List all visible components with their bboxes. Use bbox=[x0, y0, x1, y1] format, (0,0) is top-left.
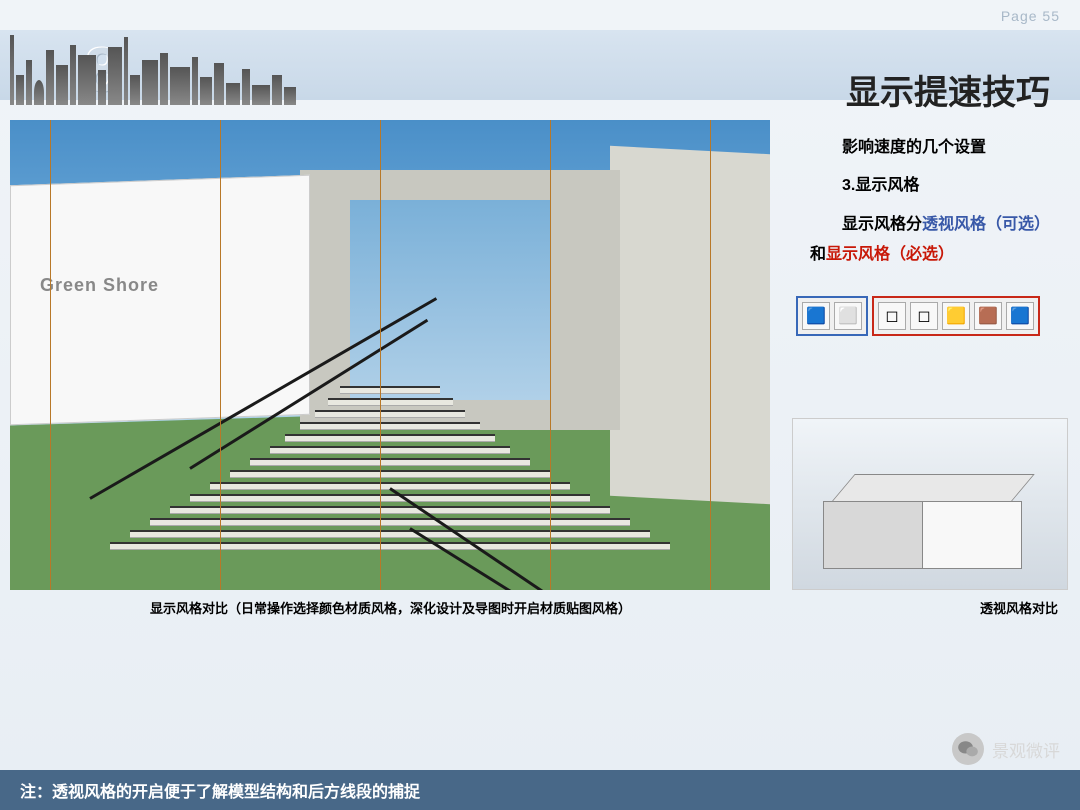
page-number: Page 55 bbox=[1001, 8, 1060, 24]
style-toolbar: 🟦 ⬜ ◻ ◻ 🟨 🟫 🟦 bbox=[796, 296, 1040, 336]
page-title: 显示提速技巧 bbox=[846, 65, 1050, 114]
perspective-compare-image bbox=[792, 418, 1068, 590]
toolbar-group-display: ◻ ◻ 🟨 🟫 🟦 bbox=[872, 296, 1040, 336]
guide-line bbox=[710, 120, 711, 590]
desc-line-3: 显示风格分透视风格（可选） 和显示风格（必选） bbox=[810, 210, 1070, 271]
footer-note: 注：透视风格的开启便于了解模型结构和后方线段的捕捉 bbox=[0, 770, 1080, 810]
buildings-silhouette bbox=[10, 30, 390, 105]
second-image-caption: 透视风格对比 bbox=[980, 598, 1058, 617]
style-btn-shaded[interactable]: ◻ bbox=[910, 302, 938, 330]
desc-line-1: 影响速度的几个设置 bbox=[810, 133, 1070, 163]
guide-line bbox=[50, 120, 51, 590]
main-image-caption: 显示风格对比（日常操作选择颜色材质风格，深化设计及导图时开启材质贴图风格） bbox=[150, 598, 631, 617]
guide-line bbox=[380, 120, 381, 590]
skyline-logo: 8 bbox=[10, 15, 390, 105]
style-btn-colored[interactable]: 🟨 bbox=[942, 302, 970, 330]
style-btn-textured[interactable]: 🟫 bbox=[974, 302, 1002, 330]
staircase bbox=[110, 300, 670, 560]
desc-line-2: 3.显示风格 bbox=[810, 171, 1070, 201]
wall-label-text: Green Shore bbox=[40, 275, 159, 296]
wechat-icon bbox=[952, 733, 984, 765]
style-btn-mono[interactable]: 🟦 bbox=[1006, 302, 1034, 330]
guide-line bbox=[220, 120, 221, 590]
toolbar-group-perspective: 🟦 ⬜ bbox=[796, 296, 868, 336]
style-btn-xray[interactable]: 🟦 bbox=[802, 302, 830, 330]
box-3d bbox=[823, 474, 1033, 569]
wechat-label: 景观微评 bbox=[992, 737, 1060, 762]
right-description: 影响速度的几个设置 3.显示风格 显示风格分透视风格（可选） 和显示风格（必选） bbox=[810, 133, 1070, 279]
style-btn-hidden[interactable]: ◻ bbox=[878, 302, 906, 330]
style-btn-wireframe[interactable]: ⬜ bbox=[834, 302, 862, 330]
guide-line bbox=[550, 120, 551, 590]
wechat-watermark: 景观微评 bbox=[952, 733, 1060, 765]
main-render-image: Green Shore bbox=[10, 120, 770, 590]
